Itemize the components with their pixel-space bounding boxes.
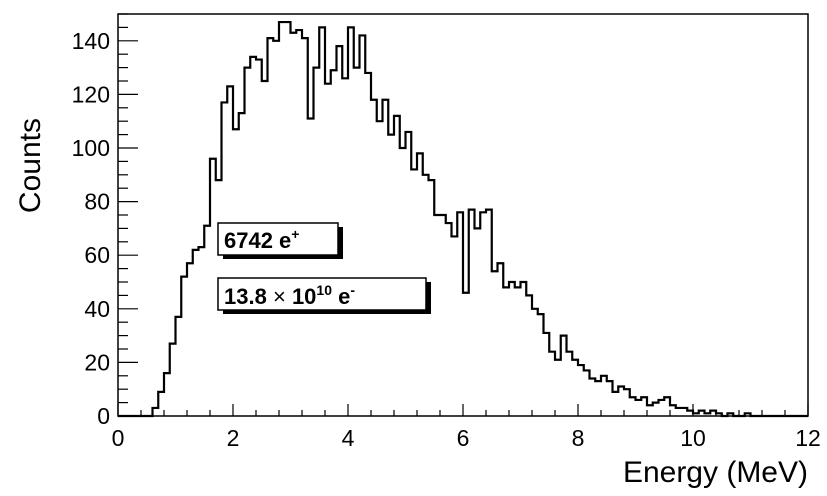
annotation-2-mid: 10 — [292, 284, 316, 309]
annotation-box-positrons: 6742 e+ — [217, 222, 343, 259]
plot-frame — [117, 13, 809, 417]
annotation-2-sup1: 10 — [316, 282, 332, 298]
x-tick-label: 6 — [457, 425, 470, 451]
y-tick-label: 0 — [97, 403, 110, 429]
y-tick-label: 100 — [72, 135, 110, 161]
y-tick-label: 60 — [84, 242, 110, 268]
y-axis-title: Counts — [14, 118, 47, 213]
annotation-2-sup2: - — [350, 282, 355, 298]
svg-text:13.8 × 1010 e-: 13.8 × 1010 e- — [224, 282, 355, 309]
histogram-line — [118, 20, 808, 418]
y-tick-label: 40 — [84, 296, 110, 322]
y-tick-label: 140 — [72, 28, 110, 54]
x-tick-label: 4 — [342, 425, 355, 451]
x-tick-label: 0 — [112, 425, 125, 451]
axis-ticks — [117, 13, 809, 417]
annotation-2-times: × — [273, 284, 286, 309]
x-tick-label: 2 — [227, 425, 240, 451]
y-tick-label: 120 — [72, 81, 110, 107]
y-tick-label: 20 — [84, 349, 110, 375]
y-tick-label: 80 — [84, 189, 110, 215]
x-tick-label: 8 — [572, 425, 585, 451]
x-axis-title: Energy (MeV) — [623, 456, 808, 489]
annotation-1-base: 6742 e — [224, 228, 291, 253]
annotation-box-electrons: 13.8 × 1010 e- — [217, 277, 431, 314]
annotation-2-tail: e — [332, 284, 350, 309]
svg-text:6742 e+: 6742 e+ — [224, 226, 299, 253]
annotation-2-base: 13.8 — [224, 284, 267, 309]
x-tick-label: 10 — [680, 425, 706, 451]
x-tick-label: 12 — [795, 425, 821, 451]
annotation-1-sup: + — [291, 226, 299, 242]
